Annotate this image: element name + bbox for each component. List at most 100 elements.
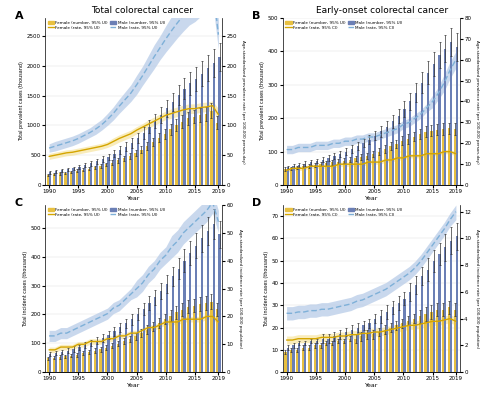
Bar [106, 347, 108, 372]
Bar [152, 142, 154, 185]
Bar [212, 224, 215, 372]
Bar [218, 57, 220, 185]
Bar [413, 319, 415, 372]
Bar [152, 326, 154, 372]
Bar [136, 314, 139, 372]
Bar [195, 79, 198, 185]
Bar [404, 109, 406, 185]
Bar [90, 343, 92, 372]
Bar [66, 351, 69, 372]
Bar [160, 291, 162, 372]
Bar [49, 172, 51, 185]
Bar [82, 353, 84, 372]
Bar [334, 156, 336, 185]
Bar [378, 332, 380, 372]
Bar [114, 154, 116, 185]
Bar [366, 334, 368, 372]
Bar [362, 143, 364, 185]
Bar [189, 83, 192, 185]
Bar [404, 298, 406, 372]
Bar [198, 115, 201, 185]
Bar [158, 323, 160, 372]
Bar [181, 310, 184, 372]
Bar [102, 338, 104, 372]
Bar [348, 339, 351, 372]
Bar [140, 333, 142, 372]
Bar [426, 269, 429, 372]
Bar [142, 133, 144, 185]
Bar [304, 343, 306, 372]
Bar [290, 168, 292, 185]
Bar [351, 149, 353, 185]
Bar [90, 164, 92, 185]
Bar [55, 353, 57, 372]
Bar [286, 347, 289, 372]
Bar [456, 236, 458, 372]
Bar [418, 316, 421, 372]
Bar [216, 123, 218, 185]
Bar [66, 170, 69, 185]
Bar [320, 164, 322, 185]
Bar [108, 157, 110, 185]
Bar [298, 343, 300, 372]
Bar [454, 129, 456, 185]
Bar [193, 306, 195, 372]
Bar [128, 339, 131, 372]
Bar [351, 330, 353, 372]
Bar [407, 321, 409, 372]
Bar [331, 343, 334, 372]
Bar [386, 127, 388, 185]
Bar [450, 42, 452, 185]
Bar [47, 175, 49, 185]
Bar [413, 137, 415, 185]
Bar [78, 167, 80, 185]
Bar [102, 159, 104, 185]
Bar [421, 83, 423, 185]
Bar [331, 162, 334, 185]
Bar [334, 336, 336, 372]
Bar [310, 162, 312, 185]
Bar [106, 164, 108, 185]
Bar [94, 351, 96, 372]
Bar [337, 162, 339, 185]
Bar [189, 253, 192, 372]
Bar [356, 146, 359, 185]
Bar [345, 332, 347, 372]
Bar [426, 73, 429, 185]
Bar [195, 246, 198, 372]
Bar [348, 160, 351, 185]
Text: Total colorectal cancer: Total colorectal cancer [92, 6, 194, 15]
Bar [123, 158, 125, 185]
Bar [284, 352, 286, 372]
Bar [148, 127, 150, 185]
Bar [218, 234, 220, 372]
Bar [343, 341, 345, 372]
Bar [178, 95, 180, 185]
Bar [325, 343, 328, 372]
Bar [396, 325, 398, 372]
Bar [362, 325, 364, 372]
Bar [343, 161, 345, 185]
Bar [448, 128, 450, 185]
Bar [58, 357, 61, 372]
Bar [84, 345, 86, 372]
Bar [204, 113, 206, 185]
Bar [128, 156, 131, 185]
Bar [398, 115, 400, 185]
Bar [166, 108, 168, 185]
Bar [100, 166, 102, 185]
Bar [187, 118, 189, 185]
Bar [444, 247, 446, 372]
Text: C: C [15, 198, 23, 208]
Bar [52, 174, 55, 185]
Bar [454, 310, 456, 372]
Bar [96, 162, 98, 185]
Bar [384, 330, 386, 372]
Bar [61, 352, 63, 372]
Bar [154, 121, 156, 185]
Bar [407, 139, 409, 185]
Bar [49, 354, 51, 372]
Bar [201, 74, 203, 185]
Bar [322, 160, 324, 185]
Bar [396, 144, 398, 185]
